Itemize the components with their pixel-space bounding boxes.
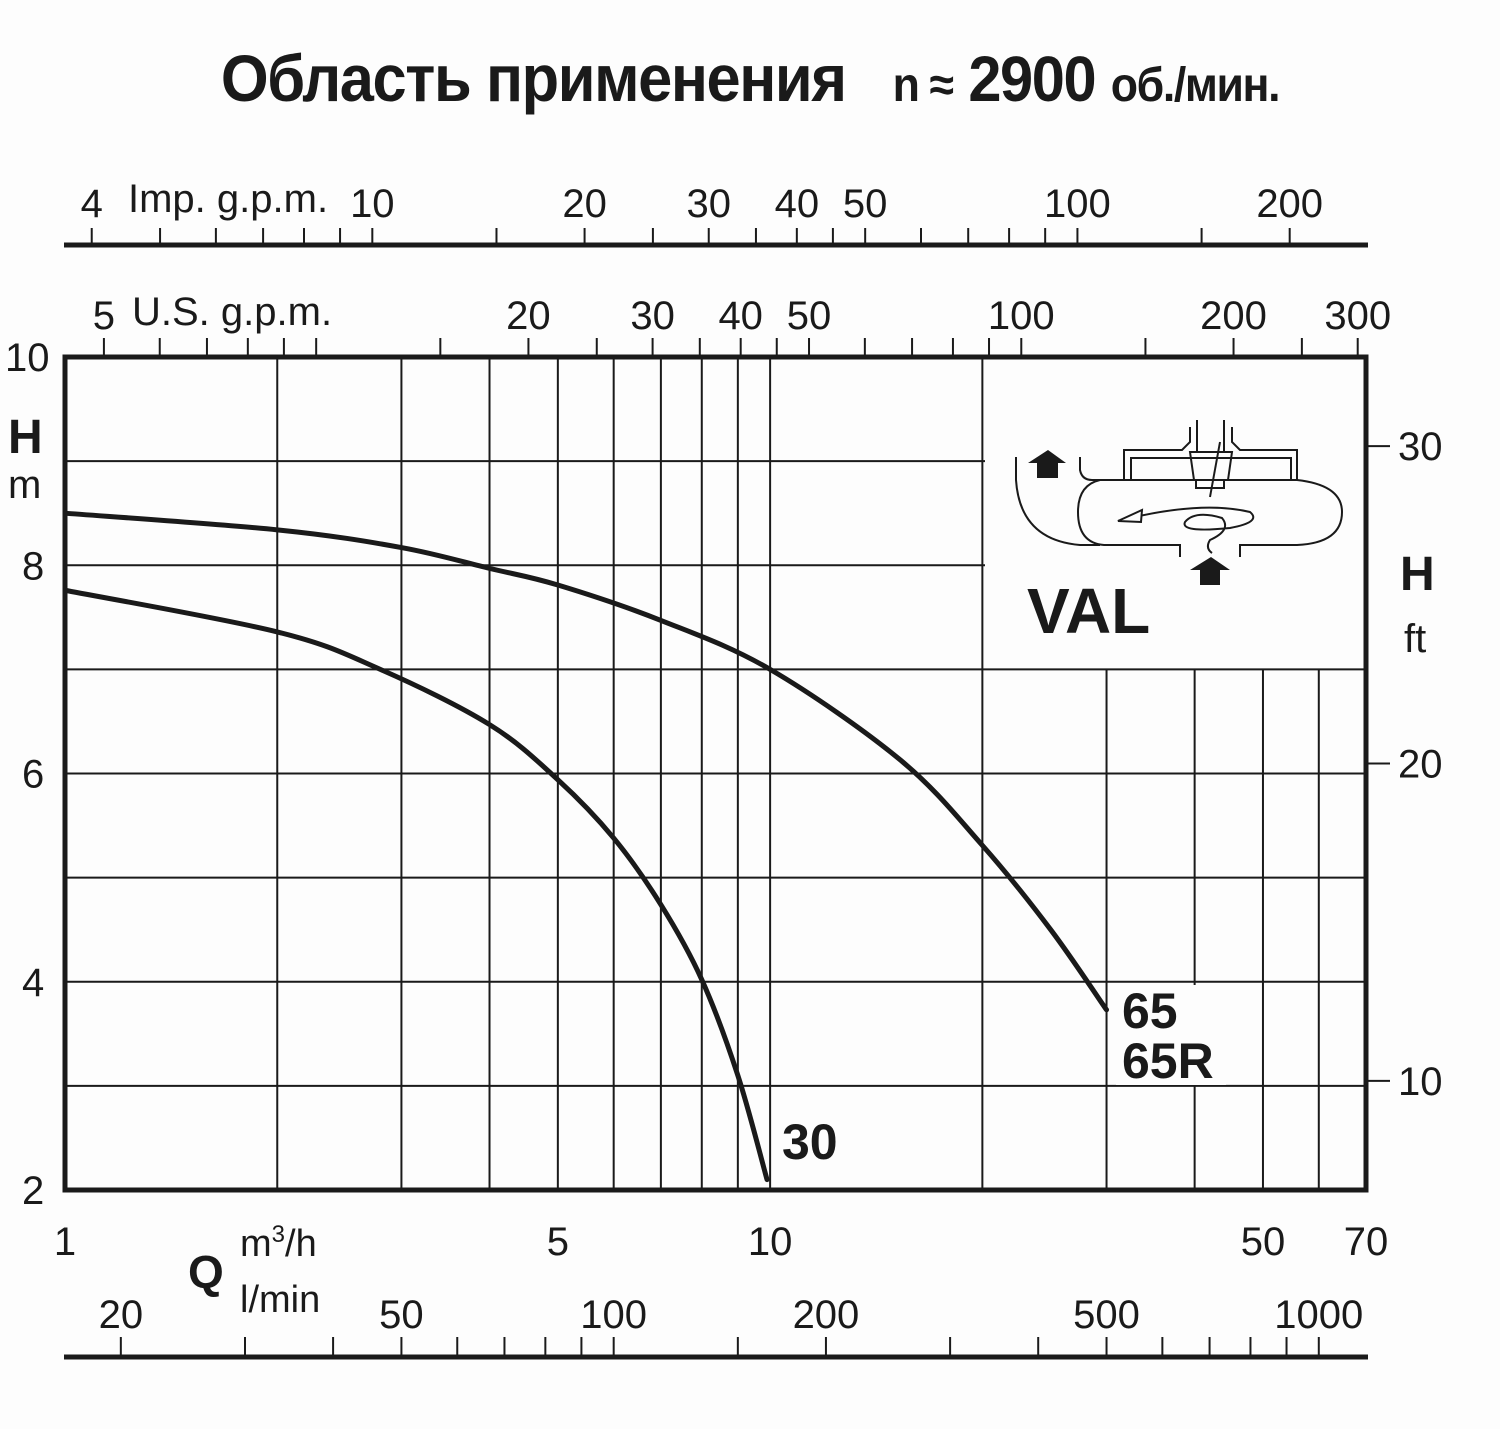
- x-m3h-tick-label: 5: [547, 1220, 569, 1264]
- title-main: Область применения: [220, 41, 847, 115]
- x-m3h-tick-label: 50: [1241, 1220, 1286, 1264]
- curve-label-65r: 65R: [1122, 1033, 1214, 1089]
- h-axis-label-left: H: [8, 411, 43, 464]
- x-lmin-tick-label: 20: [99, 1293, 144, 1337]
- h-axis-label-right: H: [1400, 548, 1435, 601]
- q-unit-lmin: l/min: [240, 1279, 320, 1321]
- inlet-arrow-icon: [1190, 557, 1230, 585]
- x-m3h-tick-label: 70: [1344, 1220, 1389, 1264]
- y-tick-label: 4: [22, 961, 44, 1005]
- us-gpm-tick-label: 50: [787, 294, 832, 338]
- imp-gpm-tick-label: 50: [843, 182, 888, 226]
- title-unit: об./мин.: [1110, 59, 1281, 112]
- title-speed: 2900: [968, 43, 1096, 115]
- y-tick-label: 8: [22, 544, 44, 588]
- y-tick-label: 10: [5, 336, 50, 380]
- curve-30: [62, 587, 770, 1183]
- us-gpm-tick-label: 30: [630, 294, 675, 338]
- us-gpm-tick-label: 20: [506, 294, 551, 338]
- curve-label-65: 65: [1122, 983, 1178, 1039]
- us-gpm-tick-label: 5: [93, 294, 115, 338]
- us-gpm-tick-label: 300: [1324, 294, 1391, 338]
- title-n-symbol: n ≈: [892, 59, 954, 112]
- us-gpm-tick-label: 200: [1200, 294, 1267, 338]
- q-unit-m3h: m3/h: [240, 1221, 317, 1265]
- imp-gpm-axis: 4 10 20 30 40 50 100 200 Imp. g.p.m.: [64, 177, 1368, 248]
- h-axis-unit-ft: ft: [1404, 617, 1426, 661]
- x-lmin-tick-label: 1000: [1274, 1293, 1363, 1337]
- us-gpm-tick-label: 100: [988, 294, 1055, 338]
- imp-gpm-tick-label: 20: [562, 182, 607, 226]
- h-axis-unit-m: m: [8, 463, 41, 507]
- y-ft-tick-label: 30: [1398, 425, 1443, 469]
- y-ft-tick-label: 10: [1398, 1060, 1443, 1104]
- imp-gpm-tick-label: 100: [1044, 182, 1111, 226]
- grid-lines: [65, 357, 1366, 1190]
- x-lmin-tick-label: 100: [580, 1293, 647, 1337]
- imp-gpm-tick-label: 10: [350, 182, 395, 226]
- lmin-axis: 20 50 100 200 500 1000: [64, 1293, 1368, 1360]
- imp-gpm-tick-label: 40: [775, 182, 820, 226]
- us-gpm-axis: 5 20 30 40 50 100 200 300 U.S. g.p.m.: [93, 290, 1391, 357]
- us-gpm-label: U.S. g.p.m.: [132, 290, 332, 334]
- x-lmin-tick-label: 50: [379, 1293, 424, 1337]
- y-tick-label: 2: [22, 1169, 44, 1213]
- imp-gpm-tick-label: 4: [81, 182, 103, 226]
- us-gpm-tick-label: 40: [718, 294, 763, 338]
- chart-title: Область применения n ≈ 2900 об./мин.: [53, 40, 1448, 116]
- x-m3h-tick-label: 1: [54, 1220, 76, 1264]
- outlet-arrow-icon: [1028, 450, 1066, 478]
- x-lmin-tick-label: 500: [1073, 1293, 1140, 1337]
- imp-gpm-tick-label: 30: [686, 182, 731, 226]
- y-ft-tick-label: 20: [1398, 742, 1443, 786]
- x-lmin-tick-label: 200: [793, 1293, 860, 1337]
- inset-background: [985, 359, 1365, 668]
- pump-diagram-icon: [1015, 420, 1344, 557]
- curve-label-30: 30: [782, 1114, 838, 1170]
- x-m3h-tick-label: 10: [748, 1220, 793, 1264]
- q-axis-label: Q: [188, 1246, 224, 1298]
- plot-frame: [62, 354, 1369, 1193]
- inset-label-val: VAL: [1027, 575, 1150, 647]
- imp-gpm-tick-label: 200: [1256, 182, 1323, 226]
- imp-gpm-label: Imp. g.p.m.: [128, 177, 328, 221]
- y-tick-label: 6: [22, 753, 44, 797]
- curve-65-65r: [62, 510, 1110, 1013]
